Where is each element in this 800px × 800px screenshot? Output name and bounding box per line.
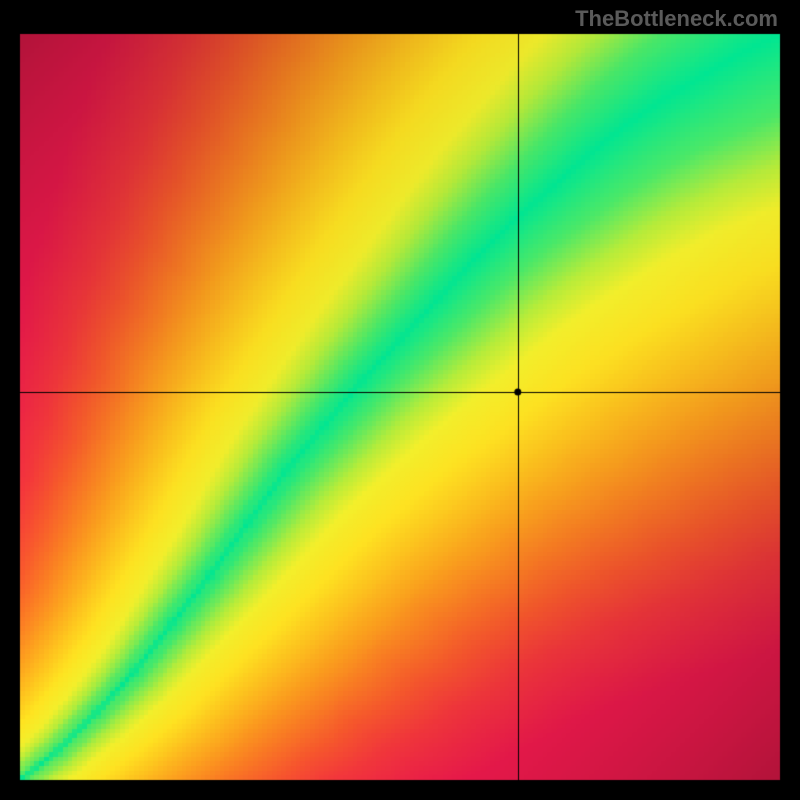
- chart-container: TheBottleneck.com: [0, 0, 800, 800]
- watermark-text: TheBottleneck.com: [575, 6, 778, 32]
- bottleneck-heatmap: [0, 0, 800, 800]
